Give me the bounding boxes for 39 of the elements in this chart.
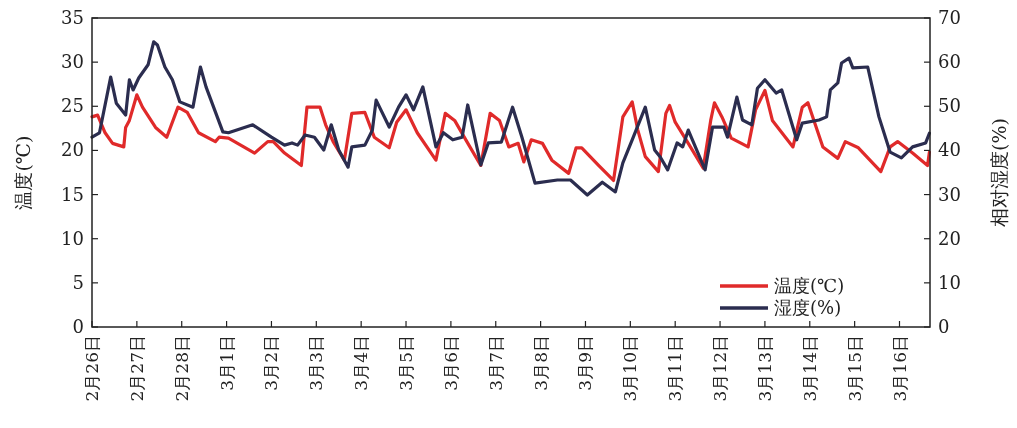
y2-tick-label: 30	[938, 183, 961, 205]
x-tick-label: 3月11日	[665, 335, 686, 402]
x-tick-label: 3月14日	[799, 335, 820, 402]
y2-tick-label: 20	[938, 227, 961, 249]
y2-tick-label: 70	[938, 7, 961, 28]
y2-tick-label: 40	[938, 139, 961, 161]
x-tick-label: 3月9日	[575, 335, 596, 391]
x-tick-label: 3月13日	[754, 335, 775, 402]
x-tick-label: 3月1日	[216, 335, 237, 391]
y-tick-label: 35	[61, 7, 84, 28]
x-tick-label: 3月6日	[440, 335, 461, 391]
x-tick-label: 2月28日	[171, 335, 192, 402]
y-tick-label: 30	[61, 51, 84, 73]
x-tick-label: 2月27日	[126, 335, 147, 402]
x-tick-label: 2月26日	[82, 335, 102, 402]
x-tick-label: 3月4日	[351, 335, 372, 391]
y2-axis-title: 相对湿度(%)	[988, 118, 1010, 227]
x-tick-label: 3月16日	[889, 335, 910, 402]
y-axis-title: 温度(℃)	[12, 135, 34, 210]
y-tick-label: 5	[72, 271, 84, 293]
y-tick-label: 0	[72, 316, 84, 337]
x-tick-label: 3月7日	[485, 335, 506, 391]
x-tick-label: 3月15日	[844, 335, 865, 402]
x-tick-label: 3月2日	[261, 335, 282, 391]
x-tick-label: 3月3日	[306, 335, 327, 391]
legend-label: 湿度(%)	[774, 297, 842, 318]
y-tick-label: 25	[61, 95, 84, 117]
y2-tick-label: 60	[938, 51, 961, 73]
x-tick-label: 3月8日	[530, 335, 551, 391]
x-tick-label: 3月12日	[710, 335, 731, 402]
legend-label: 温度(℃)	[774, 275, 845, 296]
y2-tick-label: 10	[938, 271, 961, 293]
y2-tick-label: 0	[938, 316, 950, 337]
x-tick-label: 3月10日	[620, 335, 641, 402]
y2-tick-label: 50	[938, 95, 961, 117]
y-tick-label: 15	[61, 183, 84, 205]
x-tick-label: 3月5日	[396, 335, 417, 391]
y-tick-label: 20	[61, 139, 84, 161]
y-tick-label: 10	[61, 227, 84, 249]
